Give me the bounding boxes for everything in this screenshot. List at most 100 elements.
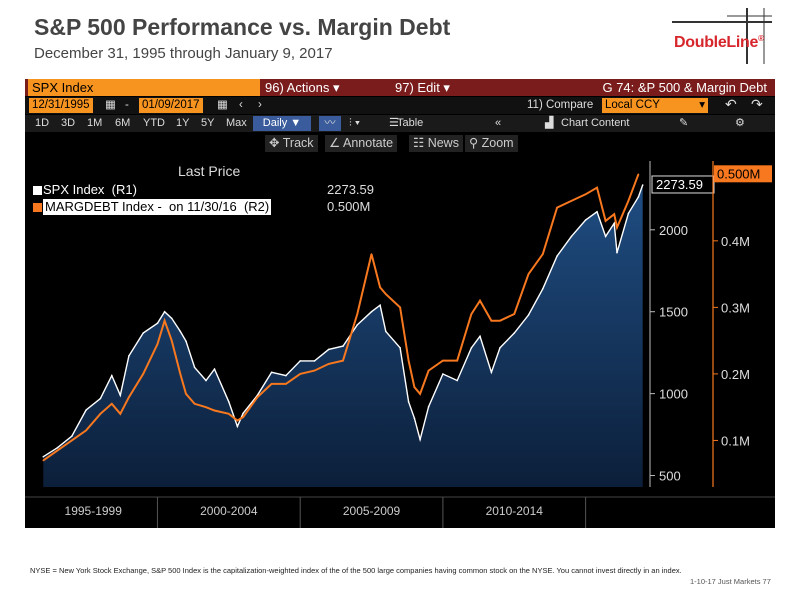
margin-debt-point xyxy=(499,319,501,322)
range-3d[interactable]: 3D xyxy=(61,117,76,129)
spx-point xyxy=(379,304,381,306)
range-1m[interactable]: 1M xyxy=(87,117,103,129)
bloomberg-terminal: SPX Index 96) Actions ▾ 97) Edit ▾ G 74:… xyxy=(25,79,775,528)
date-range-bar: 12/31/1995 ▦ - 01/09/2017 ▦ ‹ › 11) Comp… xyxy=(25,97,775,114)
margin-debt-point xyxy=(156,343,159,345)
x-tick-label: 2005-2009 xyxy=(343,504,401,518)
chart-legend: Last Price SPX Index (R1) 2273.59 MARGDE… xyxy=(33,163,403,223)
margin-debt-point xyxy=(627,200,630,202)
prev-arrow-icon[interactable]: ‹ xyxy=(239,99,243,111)
security-field[interactable]: SPX Index xyxy=(28,79,260,96)
page-info: 1-10-17 Just Markets 77 xyxy=(690,577,771,586)
chart-content-button[interactable]: Chart Content xyxy=(561,117,630,129)
range-1y[interactable]: 1Y xyxy=(176,117,190,129)
margin-debt-point xyxy=(542,253,544,255)
spx-point xyxy=(584,219,587,221)
y-tick-label-spx: 500 xyxy=(659,469,681,484)
legend-name-spx: SPX Index (R1) xyxy=(43,182,137,197)
news-button[interactable]: ☷ News xyxy=(409,135,463,152)
line-chart-icon[interactable]: 〰 xyxy=(319,116,341,131)
spx-point xyxy=(456,379,459,382)
margin-debt-point xyxy=(256,396,259,398)
spx-point xyxy=(56,446,59,449)
margin-debt-point xyxy=(490,319,493,322)
start-calendar-icon[interactable]: ▦ xyxy=(105,99,116,111)
spx-point xyxy=(479,335,481,338)
spx-point xyxy=(370,310,373,313)
margin-debt-point xyxy=(42,459,45,462)
range-ytd[interactable]: YTD xyxy=(143,117,165,129)
annotate-button[interactable]: ∠ Annotate xyxy=(325,135,398,152)
margin-debt-point xyxy=(170,339,173,342)
currency-select[interactable]: Local CCY ▾ xyxy=(602,98,708,113)
margin-debt-point xyxy=(99,413,102,415)
track-button[interactable]: ✥ Track xyxy=(265,135,318,152)
y-tick-label-spx: 1500 xyxy=(659,305,688,320)
margin-debt-point xyxy=(71,439,73,442)
margin-debt-point xyxy=(479,299,481,302)
zoom-button[interactable]: ⚲ Zoom xyxy=(465,135,518,152)
collapse-icon[interactable]: « xyxy=(495,117,502,129)
legend-value-margin: 0.500M xyxy=(327,199,371,214)
spx-point xyxy=(356,324,359,326)
spx-point xyxy=(119,394,122,397)
actions-menu[interactable]: 96) Actions ▾ xyxy=(265,80,340,95)
range-6m[interactable]: 6M xyxy=(115,117,131,129)
edit-pencil-icon[interactable]: ✎ xyxy=(679,117,689,129)
margin-debt-point xyxy=(236,419,239,422)
y-tick-label-margin: 0.2M xyxy=(721,367,750,382)
graph-title: G 74: &P 500 & Margin Debt xyxy=(602,80,767,95)
next-arrow-icon[interactable]: › xyxy=(258,99,262,111)
settings-gear-icon[interactable]: ⚙ xyxy=(735,117,745,129)
y-tick-label-margin: 0.3M xyxy=(721,300,750,315)
spx-point xyxy=(513,332,516,334)
spx-point xyxy=(111,374,113,377)
spx-point xyxy=(185,340,187,342)
spx-point xyxy=(499,347,501,349)
price-chart[interactable]: 1995-1999 2000-2004 2005-2009 2010-2014 500 1… xyxy=(25,153,775,528)
margin-debt-point xyxy=(604,220,607,222)
edit-menu[interactable]: 97) Edit ▾ xyxy=(395,80,450,95)
end-calendar-icon[interactable]: ▦ xyxy=(217,99,228,111)
spx-point xyxy=(542,288,544,290)
redo-icon[interactable]: ↷ xyxy=(751,96,763,112)
undo-icon[interactable]: ↶ xyxy=(725,96,737,112)
end-date-field[interactable]: 01/09/2017 xyxy=(139,98,203,113)
range-5y[interactable]: 5Y xyxy=(201,117,215,129)
margin-debt-point xyxy=(185,393,187,395)
terminal-title-bar: SPX Index 96) Actions ▾ 97) Edit ▾ G 74:… xyxy=(25,79,775,96)
start-date-field[interactable]: 12/31/1995 xyxy=(29,98,93,113)
margin-debt-point xyxy=(313,369,316,372)
range-max[interactable]: Max xyxy=(226,117,247,129)
margin-debt-point xyxy=(616,226,618,229)
margin-debt-point xyxy=(356,313,359,315)
spx-point xyxy=(228,401,230,403)
compare-label[interactable]: 11) Compare xyxy=(527,99,594,111)
margin-debt-point xyxy=(228,413,230,415)
period-select[interactable]: Daily ▼ xyxy=(253,116,311,131)
margin-debt-line xyxy=(42,173,640,462)
margin-debt-point xyxy=(527,273,530,275)
table-button[interactable]: Table xyxy=(397,117,424,129)
table-icon[interactable]: ☰ xyxy=(389,117,399,129)
range-1d[interactable]: 1D xyxy=(35,117,50,129)
margin-debt-point xyxy=(399,306,401,309)
legend-title: Last Price xyxy=(178,163,241,179)
spx-point xyxy=(616,251,618,254)
bar-chart-icon[interactable]: ⫶ ▾ xyxy=(349,117,361,129)
legend-name-margin: MARGDEBT Index - on 11/30/16 (R2) xyxy=(43,199,272,215)
spx-point xyxy=(596,211,598,213)
spx-point xyxy=(213,368,216,370)
legend-swatch-margin xyxy=(33,203,42,212)
logo-lines xyxy=(672,8,772,64)
legend-row-spx: SPX Index (R1) 2273.59 xyxy=(33,182,374,198)
spx-point xyxy=(399,347,401,349)
margin-debt-point xyxy=(442,359,444,362)
spx-point xyxy=(85,409,87,411)
margin-debt-point xyxy=(385,293,387,295)
margin-debt-point xyxy=(596,186,598,189)
y-tick-label-spx: 1000 xyxy=(659,387,688,402)
chart-content-icon[interactable]: ▟ xyxy=(545,117,554,129)
slide-title: S&P 500 Performance vs. Margin Debt xyxy=(34,14,451,40)
spx-point xyxy=(163,310,166,313)
